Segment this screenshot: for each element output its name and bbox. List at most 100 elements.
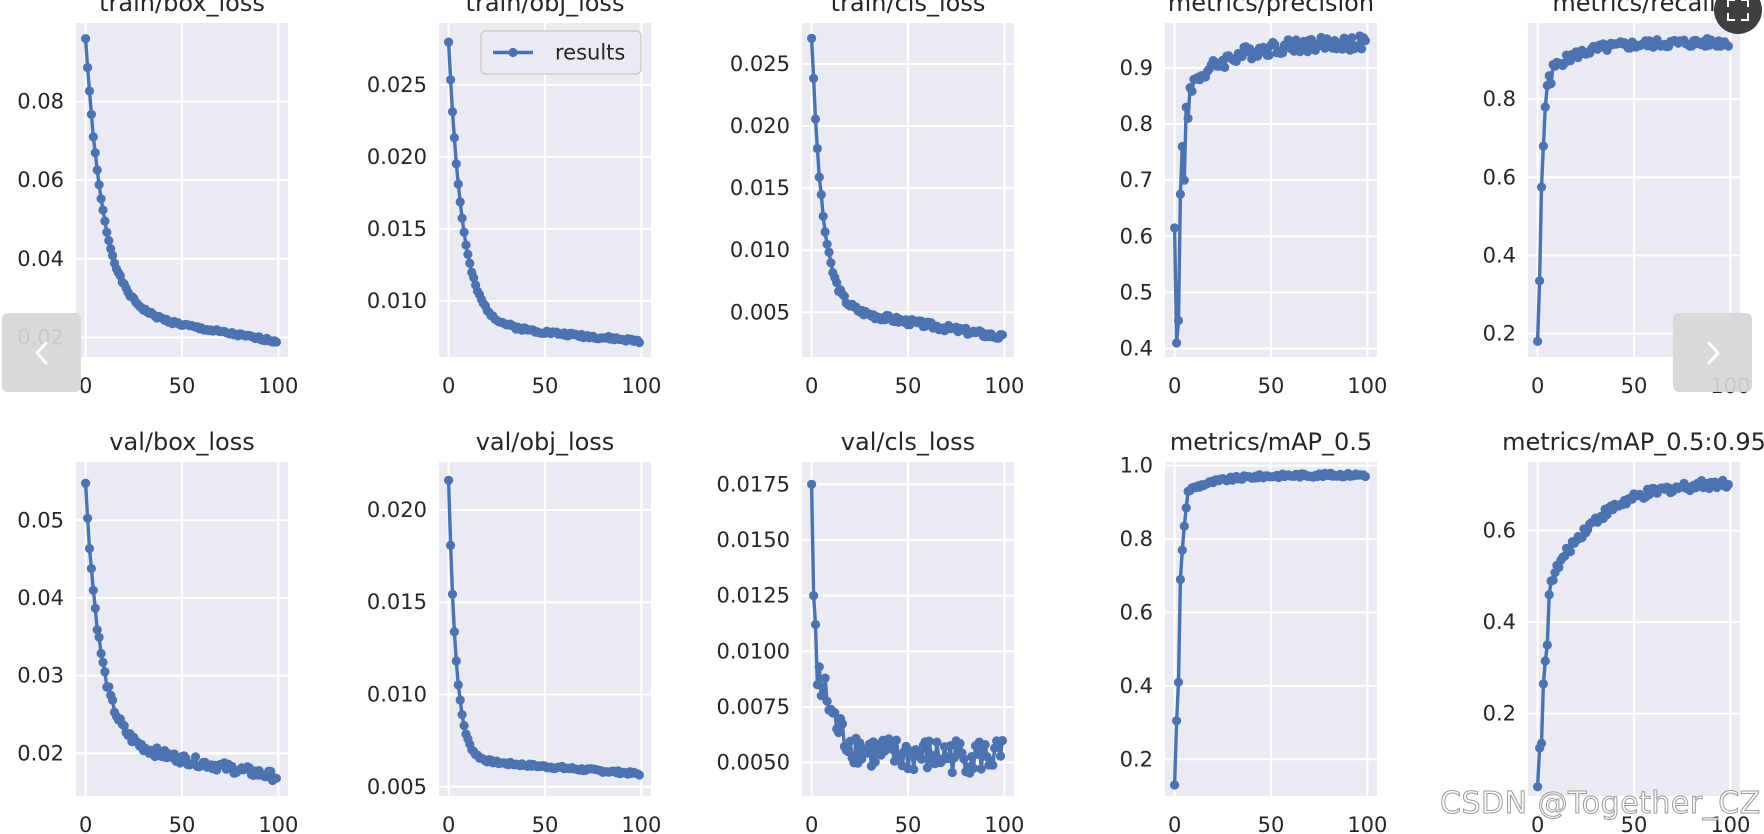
data-point (980, 740, 990, 750)
data-point (1546, 78, 1556, 89)
data-point (447, 589, 458, 599)
series-results (444, 37, 645, 348)
series-results (807, 479, 1008, 778)
data-point (83, 513, 93, 523)
subplot-9: 0 50 100 0.2 0.4 0.6 0.8 1.0 metrics/mAP_0.5 (1120, 428, 1388, 834)
data-point (1548, 575, 1558, 585)
data-point (98, 205, 108, 215)
data-point (818, 211, 828, 221)
data-point (96, 194, 106, 204)
x-tick-label: 0 (79, 813, 92, 834)
data-point (822, 239, 832, 249)
subplot-3: 0 50 100 0.005 0.010 0.015 0.020 0.025 train/cls… (730, 0, 1025, 398)
x-tick-label: 50 (169, 374, 196, 398)
data-point (1542, 640, 1552, 650)
data-point (959, 754, 969, 764)
series-results (81, 34, 281, 347)
x-tick-label: 0 (1168, 374, 1181, 398)
y-tick-label: 0.04 (17, 586, 64, 610)
y-tick-label: 0.010 (367, 289, 427, 313)
chart-title: metrics/precision (1168, 0, 1374, 17)
data-point (932, 737, 942, 747)
data-point (826, 258, 836, 268)
chart-title: metrics/recall (1552, 0, 1715, 17)
x-tick-label: 100 (621, 374, 661, 398)
data-point (855, 738, 865, 748)
data-point (891, 735, 902, 745)
y-tick-label: 0.8 (1120, 527, 1153, 551)
data-point (857, 754, 867, 764)
y-tick-label: 0.04 (17, 247, 64, 271)
legend-box (480, 30, 642, 75)
y-tick-label: 0.0100 (717, 639, 790, 663)
data-point (988, 760, 998, 770)
y-tick-label: 0.9 (1120, 56, 1153, 80)
subplot-7: 0 50 100 0.005 0.010 0.015 0.020 val/obj_loss (367, 428, 662, 834)
data-point (98, 657, 108, 668)
data-point (995, 751, 1006, 761)
watermark: CSDN @Together_CZ (1440, 786, 1761, 822)
data-point (1220, 62, 1230, 72)
prev-image-button[interactable] (2, 313, 81, 392)
subplot-4: 0 50 100 0.4 0.5 0.6 0.7 0.8 0.9 metrics/precisio… (1120, 0, 1388, 398)
data-point (447, 107, 458, 117)
y-tick-label: 0.03 (17, 664, 64, 688)
y-tick-label: 0.4 (1120, 337, 1153, 361)
legend-marker (508, 47, 518, 58)
data-point (119, 721, 129, 731)
data-point (108, 250, 118, 261)
y-tick-label: 0.8 (1120, 112, 1153, 136)
data-point (1347, 33, 1357, 43)
y-tick-label: 0.02 (17, 741, 64, 765)
data-point (1533, 336, 1543, 346)
x-tick-label: 0 (1168, 813, 1181, 834)
data-point (1540, 656, 1550, 666)
data-point (88, 585, 98, 595)
data-point (1538, 141, 1548, 151)
data-point (1723, 479, 1733, 490)
data-point (94, 632, 104, 642)
y-tick-label: 0.0075 (717, 695, 790, 719)
data-point (169, 749, 179, 759)
next-image-button[interactable] (1673, 313, 1752, 392)
y-tick-label: 0.020 (367, 145, 427, 169)
data-point (1535, 276, 1545, 286)
chart-title: val/obj_loss (476, 428, 615, 456)
y-tick-label: 0.7 (1120, 168, 1153, 192)
legend: results (480, 30, 642, 75)
data-point (469, 273, 479, 283)
x-tick-label: 50 (532, 813, 559, 834)
chart-title: train/box_loss (99, 0, 265, 17)
data-point (816, 691, 826, 701)
x-tick-label: 0 (442, 813, 455, 834)
data-point (1723, 41, 1733, 51)
data-point (84, 543, 95, 554)
data-point (1187, 86, 1197, 96)
data-point (86, 563, 96, 574)
y-tick-label: 0.5 (1120, 280, 1153, 304)
data-point (1177, 141, 1187, 152)
data-point (1303, 47, 1313, 57)
data-point (83, 62, 93, 73)
data-point (955, 738, 965, 749)
x-tick-label: 100 (984, 374, 1024, 398)
data-point (444, 37, 454, 47)
y-tick-label: 0.6 (1120, 600, 1153, 624)
data-point (81, 34, 91, 44)
chart-title: val/cls_loss (841, 428, 975, 456)
x-tick-label: 100 (1710, 813, 1750, 834)
data-point (812, 143, 823, 154)
data-point (809, 591, 819, 601)
data-point (816, 190, 826, 200)
data-point (459, 721, 469, 731)
data-point (820, 227, 830, 237)
data-point (922, 763, 932, 773)
x-tick-label: 50 (532, 374, 559, 398)
y-tick-label: 0.015 (367, 217, 427, 241)
data-point (909, 764, 919, 775)
subplot-8: 0 50 100 0.0050 0.0075 0.0100 0.0125 0.0150 0.01… (717, 428, 1025, 834)
data-point (1175, 574, 1185, 585)
y-tick-label: 0.8 (1483, 87, 1516, 111)
data-point (465, 258, 475, 268)
data-point (1536, 738, 1547, 749)
